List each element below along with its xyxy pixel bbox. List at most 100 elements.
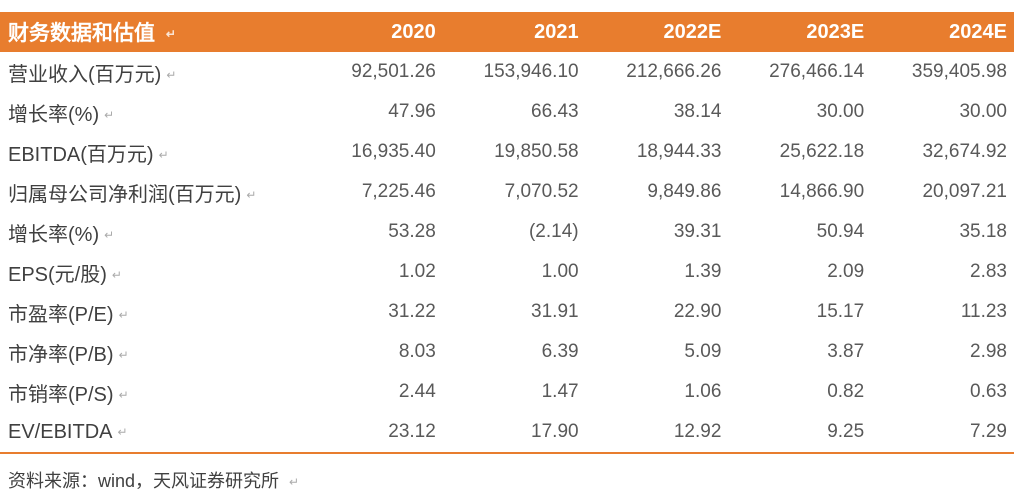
paragraph-mark: ↵ xyxy=(118,308,129,323)
header-row: 财务数据和估值 ↵ 2020 2021 2022E 2023E 2024E xyxy=(0,12,1014,52)
table-row: 营业收入(百万元) ↵ 92,501.26 153,946.10 212,666.26 2… xyxy=(0,52,1014,92)
value-cell: 0.63 xyxy=(970,381,1007,402)
value-cell: 15.17 xyxy=(816,301,865,322)
value-cell: 14,866.90 xyxy=(779,181,865,202)
row-label-text: EV/EBITDA xyxy=(8,420,113,443)
value-cell: 9.25 xyxy=(827,421,865,442)
row-label: 市销率(P/S) ↵ xyxy=(0,372,300,412)
value-cell: 47.96 xyxy=(388,101,436,122)
value-cell: 2.09 xyxy=(827,261,865,282)
paragraph-mark: ↵ xyxy=(289,475,300,490)
paragraph-mark: ↵ xyxy=(246,188,257,203)
paragraph-mark: ↵ xyxy=(118,388,129,403)
value-cell: 2.98 xyxy=(970,341,1007,362)
value-cell: 30.00 xyxy=(959,101,1007,122)
value-cell: 2.44 xyxy=(398,381,436,402)
table-row: EPS(元/股) ↵ 1.02 1.00 1.39 2.09 2.83 xyxy=(0,252,1014,292)
paragraph-mark: ↵ xyxy=(104,108,115,123)
value-cell: 31.91 xyxy=(531,301,579,322)
value-cell: 19,850.58 xyxy=(494,141,579,162)
row-label-text: 归属母公司净利润(百万元) xyxy=(8,183,242,206)
row-label: 归属母公司净利润(百万元) ↵ xyxy=(0,172,300,212)
table-body: 营业收入(百万元) ↵ 92,501.26 153,946.10 212,666.26 2… xyxy=(0,52,1014,453)
source-note: 资料来源：wind，天风证券研究所 ↵ xyxy=(0,467,1014,493)
row-label-text: EBITDA(百万元) xyxy=(8,143,154,166)
value-cell: 212,666.26 xyxy=(626,61,722,82)
value-cell: 1.00 xyxy=(541,261,579,282)
value-cell: 5.09 xyxy=(684,341,722,362)
value-cell: 153,946.10 xyxy=(483,61,579,82)
row-label: 增长率(%) ↵ xyxy=(0,92,300,132)
value-cell: 359,405.98 xyxy=(911,61,1007,82)
row-label-text: 市净率(P/B) xyxy=(8,343,114,366)
table-row: EBITDA(百万元) ↵ 16,935.40 19,850.58 18,944.33 2… xyxy=(0,132,1014,172)
table-title: 财务数据和估值 xyxy=(8,22,155,45)
value-cell: 1.02 xyxy=(398,261,436,282)
value-cell: 7,070.52 xyxy=(504,181,579,202)
paragraph-mark: ↵ xyxy=(117,425,128,440)
row-label-text: 营业收入(百万元) xyxy=(8,63,162,86)
table-row: 市盈率(P/E) ↵ 31.22 31.91 22.90 15.17 11.23 xyxy=(0,292,1014,332)
paragraph-mark: ↵ xyxy=(165,27,176,42)
row-label: 市盈率(P/E) ↵ xyxy=(0,292,300,332)
value-cell: 32,674.92 xyxy=(922,141,1007,162)
value-cell: 12.92 xyxy=(673,421,722,442)
value-cell: 38.14 xyxy=(673,101,722,122)
paragraph-mark: ↵ xyxy=(104,228,115,243)
value-cell: 3.87 xyxy=(827,341,865,362)
value-cell: 23.12 xyxy=(388,421,436,442)
value-cell: 1.47 xyxy=(541,381,579,402)
column-header-2022e: 2022E xyxy=(585,12,729,52)
value-cell: 31.22 xyxy=(388,301,436,322)
value-cell: 20,097.21 xyxy=(922,181,1007,202)
value-cell: 39.31 xyxy=(673,221,722,242)
column-header-2024e: 2024E xyxy=(871,12,1014,52)
value-cell: 17.90 xyxy=(531,421,579,442)
row-label: EV/EBITDA ↵ xyxy=(0,412,300,453)
row-label-text: 增长率(%) xyxy=(8,103,100,126)
value-cell: 53.28 xyxy=(388,221,436,242)
table-row: 增长率(%) ↵ 47.96 66.43 38.14 30.00 30.00 xyxy=(0,92,1014,132)
value-cell: 0.82 xyxy=(827,381,865,402)
row-label-text: 增长率(%) xyxy=(8,223,100,246)
table-row: EV/EBITDA ↵ 23.12 17.90 12.92 9.25 7.29 xyxy=(0,412,1014,453)
table-row: 归属母公司净利润(百万元) ↵ 7,225.46 7,070.52 9,849.86 14… xyxy=(0,172,1014,212)
value-cell: 16,935.40 xyxy=(351,141,436,162)
value-cell: 92,501.26 xyxy=(351,61,436,82)
source-text: 资料来源：wind，天风证券研究所 xyxy=(8,471,280,491)
paragraph-mark: ↵ xyxy=(158,148,169,163)
financial-valuation-table: 财务数据和估值 ↵ 2020 2021 2022E 2023E 2024E 营业收入(百… xyxy=(0,12,1014,454)
row-label: 增长率(%) ↵ xyxy=(0,212,300,252)
paragraph-mark: ↵ xyxy=(166,68,177,83)
value-cell: 1.39 xyxy=(684,261,722,282)
value-cell: 7.29 xyxy=(970,421,1007,442)
row-label-text: 市盈率(P/E) xyxy=(8,303,114,326)
value-cell: 35.18 xyxy=(959,221,1007,242)
value-cell: 8.03 xyxy=(398,341,436,362)
table-title-cell: 财务数据和估值 ↵ xyxy=(0,12,300,52)
value-cell: 22.90 xyxy=(673,301,722,322)
value-cell: 7,225.46 xyxy=(361,181,436,202)
table-row: 市净率(P/B) ↵ 8.03 6.39 5.09 3.87 2.98 xyxy=(0,332,1014,372)
paragraph-mark: ↵ xyxy=(111,268,122,283)
value-cell: 9,849.86 xyxy=(647,181,722,202)
column-header-2021: 2021 xyxy=(442,12,586,52)
value-cell: 6.39 xyxy=(541,341,579,362)
row-label: EBITDA(百万元) ↵ xyxy=(0,132,300,172)
paragraph-mark: ↵ xyxy=(118,348,129,363)
row-label: 市净率(P/B) ↵ xyxy=(0,332,300,372)
value-cell: 276,466.14 xyxy=(769,61,865,82)
column-header-2020: 2020 xyxy=(300,12,443,52)
row-label: 营业收入(百万元) ↵ xyxy=(0,52,300,92)
value-cell: 66.43 xyxy=(531,101,579,122)
row-label: EPS(元/股) ↵ xyxy=(0,252,300,292)
value-cell: 25,622.18 xyxy=(779,141,865,162)
value-cell: 50.94 xyxy=(816,221,865,242)
value-cell: 18,944.33 xyxy=(636,141,722,162)
value-cell: 2.83 xyxy=(970,261,1007,282)
row-label-text: 市销率(P/S) xyxy=(8,383,114,406)
value-cell: 30.00 xyxy=(816,101,865,122)
column-header-2023e: 2023E xyxy=(728,12,872,52)
table-row: 增长率(%) ↵ 53.28 (2.14) 39.31 50.94 35.18 xyxy=(0,212,1014,252)
value-cell: (2.14) xyxy=(528,221,579,242)
